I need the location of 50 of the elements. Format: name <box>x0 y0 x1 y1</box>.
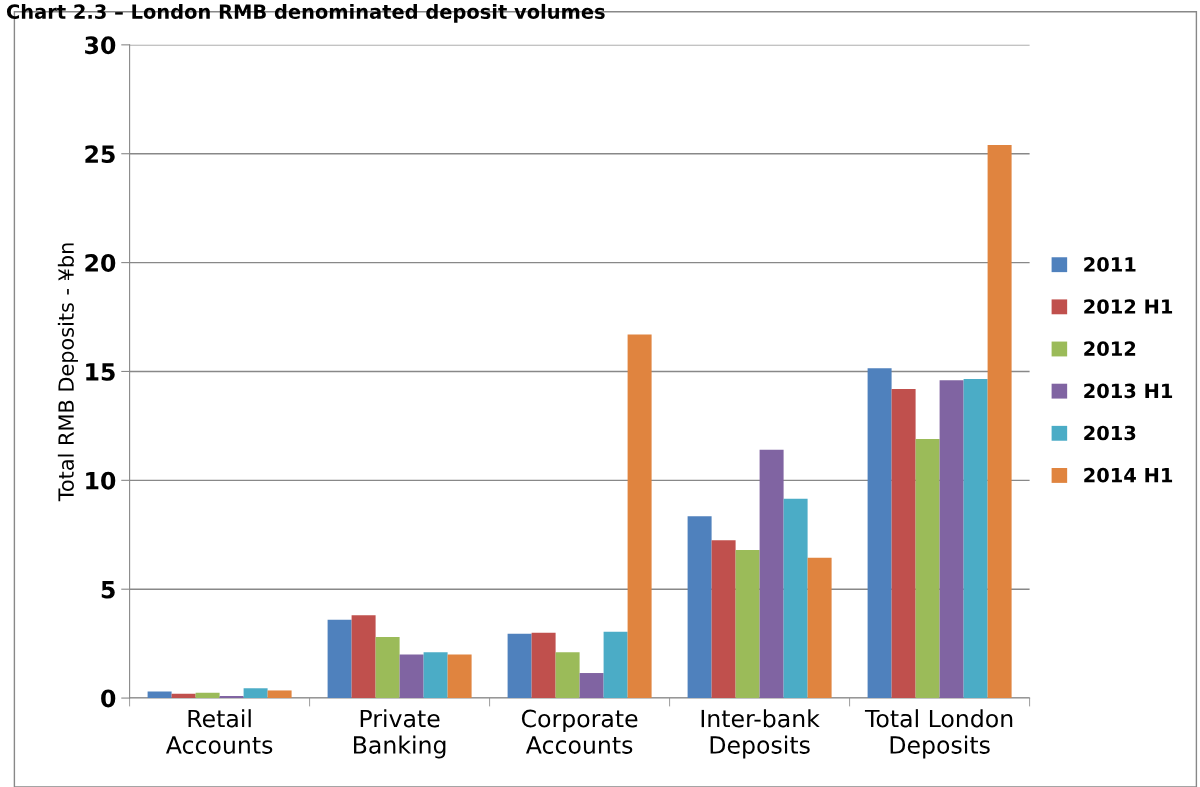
bar <box>891 388 916 699</box>
y-tick-label: 10 <box>86 471 116 490</box>
x-tick-label: Total London Deposits <box>864 709 1013 759</box>
legend-label: 2013 <box>1084 425 1136 441</box>
bar <box>147 691 172 699</box>
bar <box>447 654 472 699</box>
bar <box>939 380 964 699</box>
bar <box>579 673 604 699</box>
y-tick-label: 15 <box>86 363 115 381</box>
bar <box>711 540 736 699</box>
y-tick-label: 20 <box>85 254 116 272</box>
bar <box>687 516 712 699</box>
bar <box>399 654 424 699</box>
bar <box>555 652 580 699</box>
y-tick-label: 0 <box>101 689 116 708</box>
bar <box>807 557 832 699</box>
bar <box>603 631 628 699</box>
bar <box>243 688 268 699</box>
y-axis-title: Total RMB Deposits - ¥bn <box>57 243 78 502</box>
y-tick-label: 5 <box>101 580 115 599</box>
bar <box>915 438 940 699</box>
bar <box>375 637 400 699</box>
bar <box>867 368 892 699</box>
bar <box>423 652 448 699</box>
chart-title: Chart 2.3 – London RMB denominated deposit volumes <box>6 3 605 23</box>
legend-label: 2012 H1 <box>1084 299 1173 314</box>
bar <box>267 690 292 699</box>
bar <box>987 145 1012 699</box>
bar <box>783 498 808 699</box>
legend-label: 2013 H1 <box>1084 383 1173 399</box>
bar <box>735 550 760 699</box>
bar <box>507 633 532 699</box>
bar <box>531 632 556 699</box>
y-tick-label: 25 <box>85 145 115 164</box>
bar <box>759 449 784 699</box>
y-tick-label: 30 <box>85 36 116 55</box>
bar <box>327 619 352 699</box>
legend-label: 2014 H1 <box>1084 467 1173 483</box>
legend-label: 2012 <box>1084 341 1136 357</box>
bar <box>171 693 196 699</box>
bar <box>963 379 988 699</box>
x-tick-label: Corporate Accounts <box>521 709 638 754</box>
bar <box>627 334 652 699</box>
bar <box>219 695 244 699</box>
bar <box>195 692 220 699</box>
legend-label: 2011 <box>1084 257 1136 272</box>
x-tick-label: Retail Accounts <box>165 709 273 754</box>
x-tick-label: Private Banking <box>354 709 446 759</box>
x-tick-label: Inter-bank Deposits <box>701 709 820 759</box>
bar <box>351 615 376 699</box>
